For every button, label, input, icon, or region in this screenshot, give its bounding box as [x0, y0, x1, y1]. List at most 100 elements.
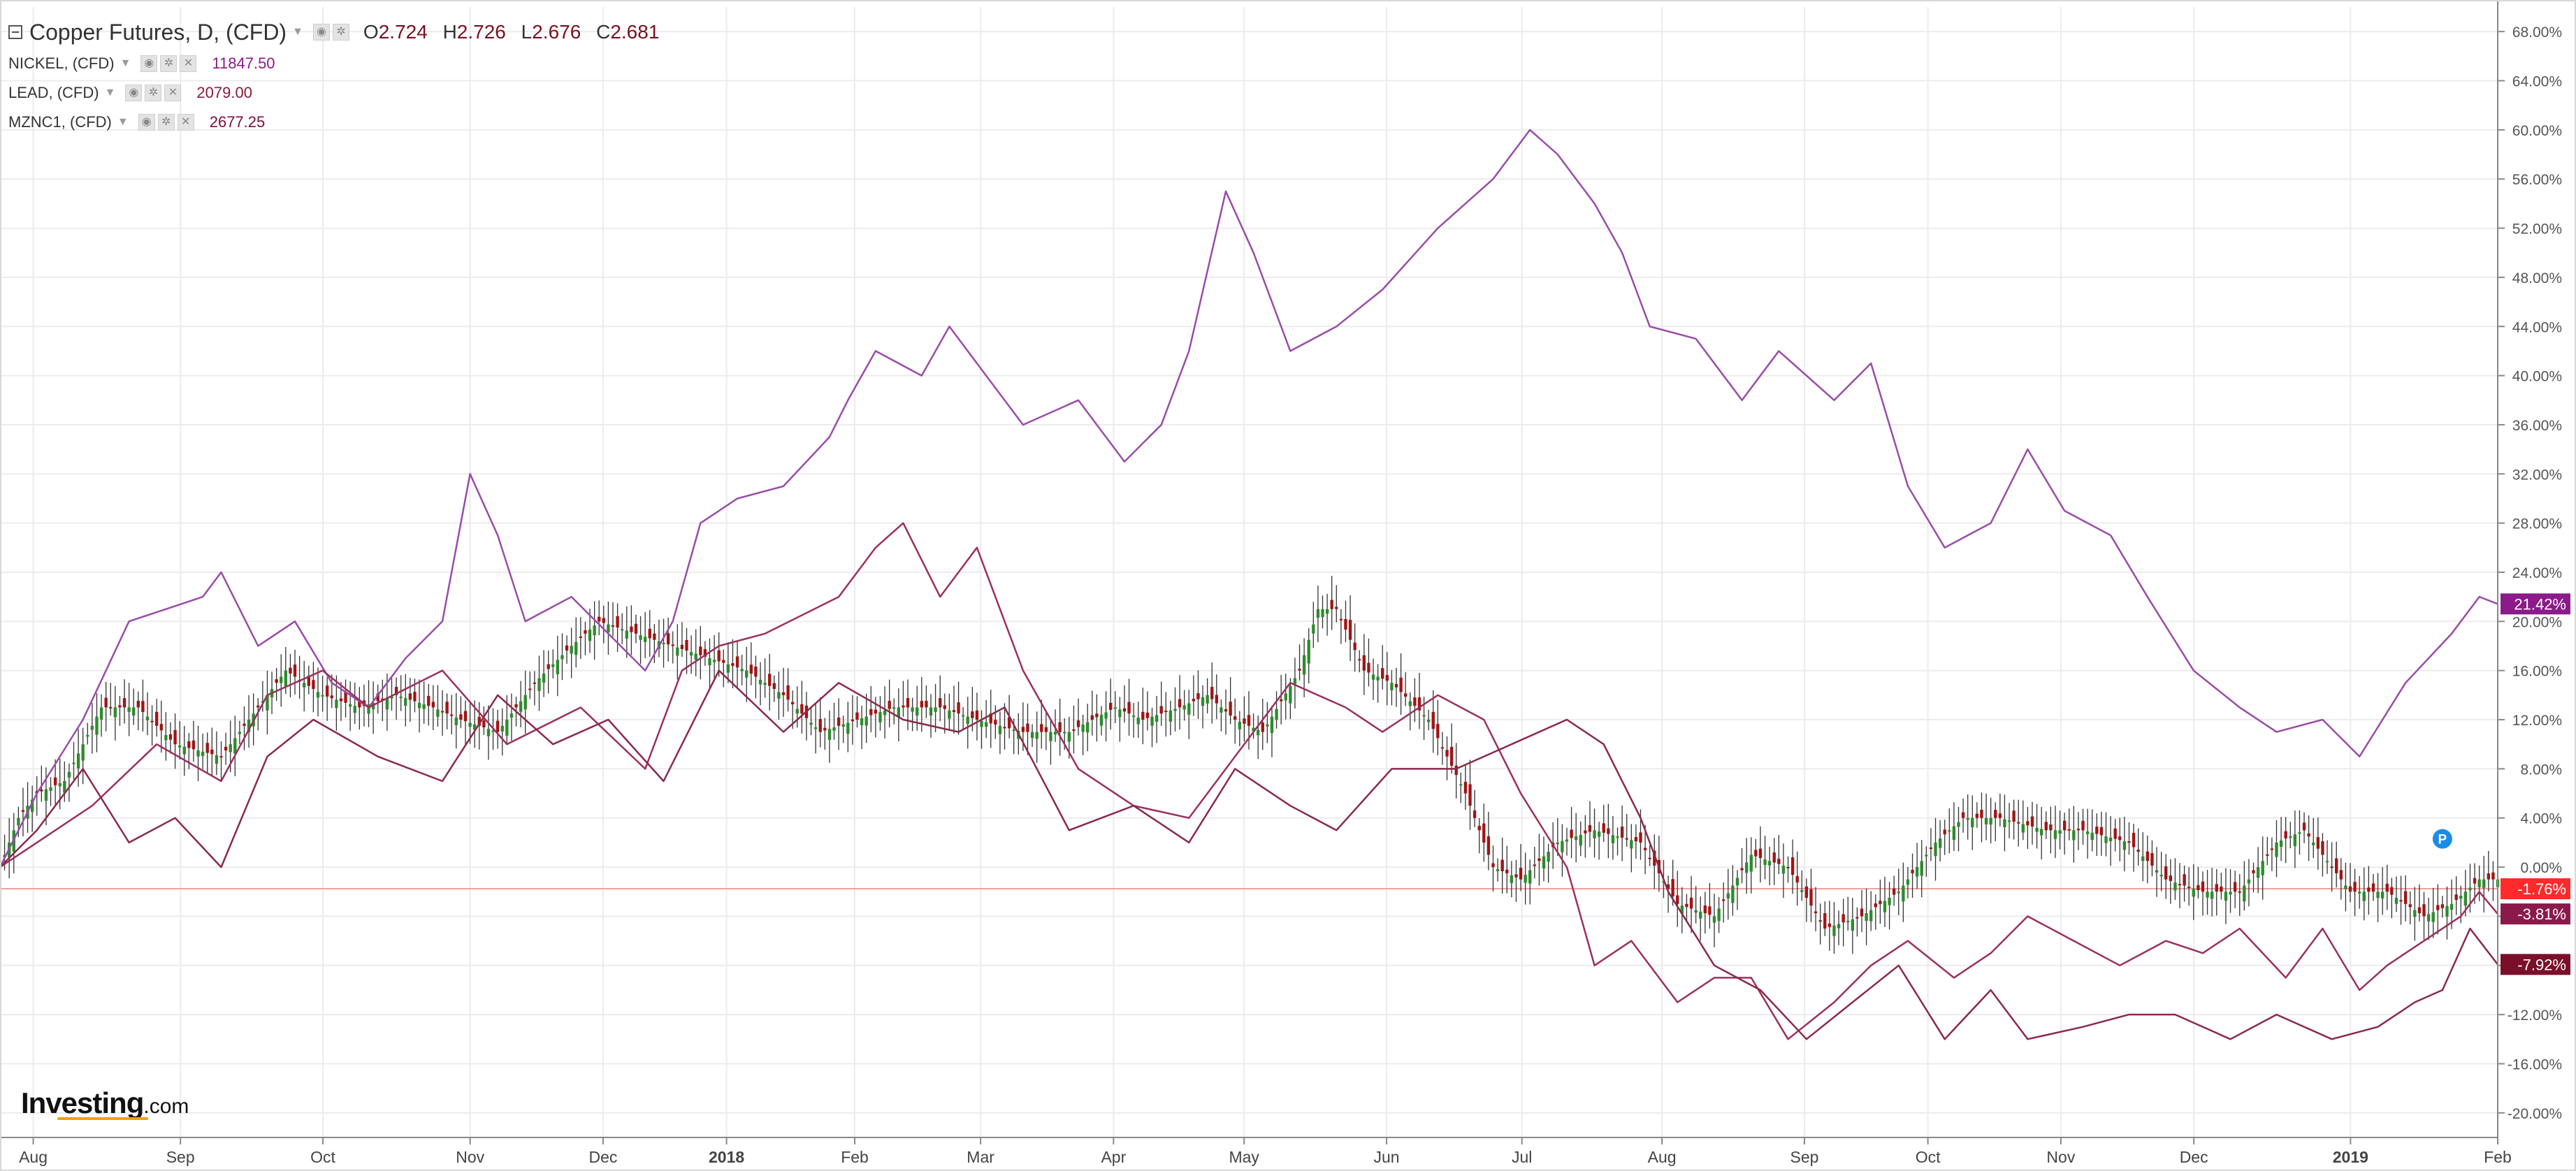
candle	[118, 696, 122, 726]
event-marker[interactable]: P	[2432, 829, 2452, 849]
candle-body	[948, 710, 951, 719]
gear-icon[interactable]: ✲	[332, 24, 349, 41]
candle	[2159, 852, 2163, 892]
candle-body	[2445, 905, 2449, 917]
chevron-down-icon[interactable]: ▼	[104, 87, 116, 99]
eye-icon[interactable]: ◉	[140, 55, 158, 72]
candle-body	[2454, 894, 2458, 900]
candle-body	[2220, 886, 2223, 892]
candle	[344, 679, 347, 718]
candle-body	[1026, 723, 1029, 732]
candle	[1072, 705, 1076, 754]
candle	[934, 683, 937, 733]
candle	[2266, 836, 2269, 866]
investing-logo: Investing.com	[21, 1086, 189, 1120]
candle	[2390, 878, 2394, 919]
candle	[1744, 838, 1749, 894]
candle	[2178, 863, 2182, 908]
candle	[2146, 836, 2150, 884]
candle-body	[1579, 834, 1582, 846]
candle-body	[182, 746, 186, 755]
candle	[127, 683, 131, 736]
candle-body	[1376, 676, 1380, 681]
candle	[463, 700, 468, 745]
candle	[980, 710, 983, 749]
candle	[1243, 696, 1246, 742]
eye-icon[interactable]: ◉	[312, 24, 330, 41]
eye-icon[interactable]: ◉	[125, 85, 143, 101]
candle	[2436, 884, 2440, 935]
candle-body	[547, 664, 550, 669]
candle	[1468, 759, 1472, 830]
gear-icon[interactable]: ✲	[160, 55, 178, 72]
candle	[399, 675, 403, 711]
main-series-legend: Copper Futures, D, (CFD) ▼ ◉ ✲ O2.724 H2…	[8, 15, 669, 49]
candle-body	[2238, 891, 2241, 893]
candle	[676, 624, 679, 680]
candle	[1081, 714, 1085, 755]
candle	[2183, 865, 2186, 902]
candle-body	[791, 701, 795, 705]
candle	[1874, 894, 1877, 930]
candle	[1362, 634, 1366, 695]
gear-icon[interactable]: ✲	[157, 114, 175, 131]
chevron-down-icon[interactable]: ▼	[292, 26, 303, 38]
candle	[1971, 795, 1974, 850]
candle	[2021, 800, 2025, 841]
candle	[1929, 828, 1933, 861]
eye-icon[interactable]: ◉	[138, 114, 155, 131]
candle-body	[1749, 854, 1753, 872]
x-tick-label: Nov	[2046, 1148, 2075, 1166]
candle-body	[445, 701, 449, 714]
candle-body	[2081, 820, 2085, 831]
candle	[556, 636, 560, 697]
gear-icon[interactable]: ✲	[145, 85, 162, 101]
candle-body	[598, 616, 601, 622]
x-tick-label: Jun	[1373, 1148, 1399, 1166]
candle-body	[1090, 715, 1094, 720]
candle	[1399, 653, 1403, 715]
candle	[841, 715, 845, 743]
close-icon[interactable]: ✕	[180, 55, 197, 72]
candle-body	[1159, 706, 1163, 714]
candle	[136, 691, 140, 731]
chevron-down-icon[interactable]: ▼	[120, 57, 131, 69]
candle-body	[1035, 732, 1039, 739]
candle	[1579, 821, 1582, 857]
chevron-down-icon[interactable]: ▼	[117, 116, 129, 128]
candle-body	[1243, 718, 1246, 724]
candle-body	[1528, 870, 1532, 884]
candle	[2238, 874, 2241, 916]
candle	[2118, 817, 2122, 861]
close-icon[interactable]: ✕	[164, 85, 182, 101]
candle	[1911, 853, 1914, 899]
candle	[348, 681, 352, 732]
candle	[966, 697, 969, 749]
candle	[1316, 586, 1320, 643]
candle	[53, 759, 57, 805]
candle	[1233, 698, 1237, 744]
candle-body	[1998, 813, 2002, 818]
candle	[1726, 868, 1730, 920]
candle-body	[2026, 821, 2029, 826]
collapse-icon[interactable]	[8, 25, 22, 39]
candle-body	[878, 712, 882, 722]
candle	[929, 694, 933, 738]
candle	[1837, 910, 1841, 945]
candle	[40, 765, 43, 802]
candle-body	[1270, 716, 1274, 734]
candle	[1145, 691, 1150, 731]
close-icon[interactable]: ✕	[177, 114, 194, 131]
candle-body	[902, 705, 905, 708]
candle	[1238, 711, 1241, 747]
candle	[1155, 696, 1159, 743]
candle	[1113, 691, 1117, 724]
overlay-title: LEAD, (CFD)	[8, 84, 99, 101]
candle	[2487, 850, 2490, 892]
candle	[1431, 690, 1435, 753]
badge-lead: -3.81%	[2501, 903, 2570, 925]
candle-body	[81, 744, 85, 761]
candle-body	[1182, 705, 1186, 710]
candle	[1298, 644, 1301, 681]
